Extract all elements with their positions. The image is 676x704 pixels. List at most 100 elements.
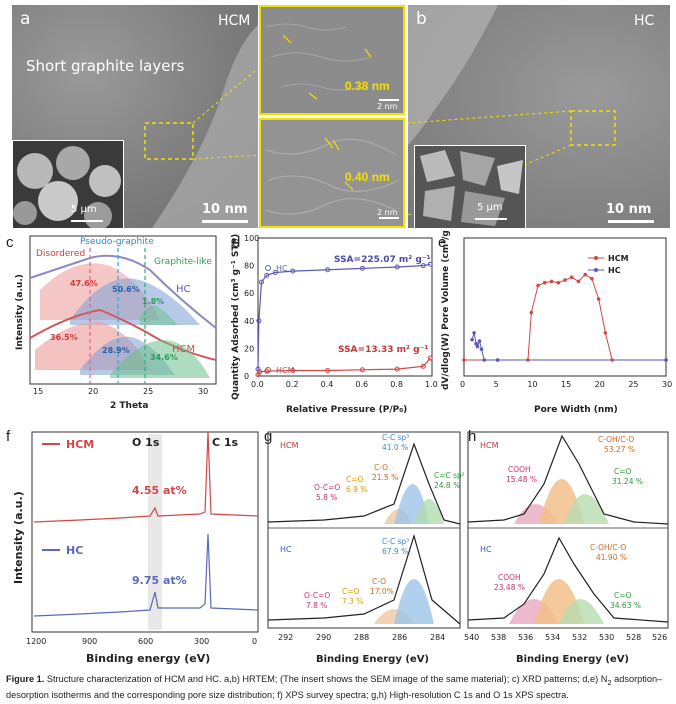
panel-b-image: b HC 5 µm 10 nm bbox=[408, 5, 670, 228]
panel-a-inset-scale: 5 µm bbox=[71, 204, 97, 215]
panel-e-point bbox=[470, 337, 474, 342]
panel-e-point bbox=[610, 358, 614, 362]
panel-d-point bbox=[394, 366, 400, 372]
panel-c-pseudo: Pseudo-graphite bbox=[80, 237, 154, 247]
panel-d-point bbox=[264, 368, 270, 374]
panel-g-xtick: 286 bbox=[392, 633, 407, 642]
panel-d-point bbox=[420, 263, 426, 269]
panel-h-hcm-co: C=O bbox=[614, 467, 632, 476]
panel-b-scale-label: 10 nm bbox=[606, 202, 652, 217]
caption-text: Structure characterization of HCM and HC… bbox=[46, 674, 608, 684]
zoom-top-spacing: 0.38 nm bbox=[345, 79, 390, 93]
panel-h-xtick: 526 bbox=[652, 633, 667, 642]
panel-g-hc-occ: O-C=O bbox=[304, 591, 330, 600]
panel-c-hc-p2: 50.6% bbox=[112, 285, 140, 294]
panel-h-hc-coh: C-OH/C-O bbox=[590, 543, 626, 552]
panel-c-hc-p3: 1.8% bbox=[142, 297, 164, 306]
panel-d-chart: 0 20 40 60 80 100 0.0 0.2 0.4 0.6 0.8 1.0 HC HCM SS… bbox=[231, 234, 438, 415]
panel-e-legend-hc-marker bbox=[594, 268, 598, 272]
caption-sub: 2 bbox=[607, 677, 612, 687]
panel-e-point bbox=[472, 331, 476, 335]
panel-f-xlabel: Binding energy (eV) bbox=[86, 652, 210, 665]
panel-f-xtick: 300 bbox=[194, 637, 209, 646]
panel-d-xtick: 1.0 bbox=[425, 380, 438, 389]
panel-e-hcm-line bbox=[464, 273, 666, 361]
panel-e-xtick: 25 bbox=[628, 380, 638, 389]
panel-d-point bbox=[272, 270, 278, 275]
panel-e-point bbox=[576, 279, 581, 284]
panel-h-xtick: 534 bbox=[545, 633, 560, 642]
panel-h-hcm-coh: C-OH/C-O bbox=[598, 435, 634, 444]
panel-e-point bbox=[477, 339, 482, 343]
panel-d-point bbox=[359, 367, 365, 373]
panel-h-xtick: 532 bbox=[572, 633, 587, 642]
panel-a-letter: a bbox=[20, 9, 31, 29]
panel-g-xtick: 284 bbox=[430, 633, 445, 642]
panel-e-legend-hcm-marker bbox=[594, 256, 598, 260]
panel-e-point bbox=[474, 341, 478, 346]
panel-e-point bbox=[590, 276, 594, 281]
panel-a-sample: HCM bbox=[218, 13, 251, 29]
panel-e-point bbox=[556, 280, 561, 285]
panel-e-point bbox=[479, 347, 484, 351]
panel-b-scalebar bbox=[608, 220, 654, 223]
panel-a-scalebar bbox=[202, 220, 248, 223]
panel-h-hcm-coh-v: 53.27 % bbox=[604, 445, 635, 454]
panel-f-xtick: 1200 bbox=[26, 637, 46, 646]
panel-d-ytick: 60 bbox=[244, 289, 254, 298]
panel-f-legend-hcm: HCM bbox=[66, 438, 94, 451]
panel-c-disordered: Disordered bbox=[36, 249, 85, 259]
panel-d-point bbox=[427, 355, 433, 361]
panel-e-xlabel: Pore Width (nm) bbox=[534, 405, 618, 415]
panel-f-ylabel: Intensity (a.u.) bbox=[12, 491, 25, 584]
panel-g-xtick: 290 bbox=[316, 633, 331, 642]
panel-g-hcm-occ-v: 5.8 % bbox=[316, 493, 337, 502]
panel-e-legend-hc: HC bbox=[608, 266, 621, 275]
panel-g-hc-co2-v: 7.3 % bbox=[342, 597, 363, 606]
panel-e-point bbox=[603, 331, 608, 335]
panel-d-point bbox=[258, 279, 264, 285]
panel-d-point bbox=[325, 367, 331, 373]
panel-g-hcm-co: C-O bbox=[374, 463, 388, 472]
panel-d-point bbox=[256, 318, 262, 324]
panel-g-xtick: 288 bbox=[354, 633, 369, 642]
panel-d-xlabel: Relative Pressure (P/P₀) bbox=[286, 405, 407, 415]
panel-d-point bbox=[290, 268, 296, 274]
panel-h-hc: HC bbox=[480, 545, 492, 554]
panel-c-hc-p1: 47.6% bbox=[70, 279, 98, 288]
panel-d-hc-line bbox=[257, 263, 431, 370]
panel-h-hcm: HCM bbox=[480, 441, 499, 450]
panel-e-point bbox=[482, 358, 486, 362]
panel-d-point bbox=[394, 264, 400, 270]
panel-c-xtick: 30 bbox=[198, 387, 208, 396]
panel-c-hcm-p2: 28.9% bbox=[102, 346, 130, 355]
panel-f-o1s: O 1s bbox=[132, 436, 160, 449]
caption-label: Figure 1. bbox=[6, 674, 45, 684]
panel-g-hc-occ-v: 7.8 % bbox=[306, 601, 327, 610]
panel-h-chart: HCM HC COOH 15.48 % C-OH/C-O 53.27 % C=O… bbox=[464, 431, 669, 665]
panel-h-hc-cooh: COOH bbox=[498, 573, 521, 582]
panel-f-xtick: 900 bbox=[82, 637, 97, 646]
panel-e-hc-line bbox=[471, 332, 666, 361]
panel-f-c1s: C 1s bbox=[212, 436, 239, 449]
panel-c-letter: c bbox=[6, 234, 14, 251]
panel-d-point bbox=[325, 267, 331, 273]
panel-e-point bbox=[462, 358, 466, 362]
panel-c-xlabel: 2 Theta bbox=[110, 401, 148, 411]
zoom-top-scale: 2 nm bbox=[377, 102, 398, 111]
panel-d-point bbox=[359, 265, 365, 271]
panel-f-chart: HCM HC O 1s C 1s 4.55 at% 9.75 at% 1200 … bbox=[12, 431, 259, 665]
panel-d-ylabel: Quantity Adsorbed (cm³ g⁻¹ STP) bbox=[231, 234, 241, 400]
panel-d-xtick: 0.2 bbox=[286, 380, 299, 389]
panel-e-ylabel: dV/dlog(W) Pore Volume (cm³/g) bbox=[441, 230, 451, 390]
panel-g-hcm-sp3: C-C sp³ bbox=[382, 433, 409, 442]
panel-h-letter: h bbox=[468, 428, 477, 445]
panel-b-letter: b bbox=[416, 9, 427, 29]
panel-e-xtick: 15 bbox=[561, 380, 571, 389]
panel-c-chart: 15 20 25 30 2 Theta Intensity (a.u.) Dis… bbox=[15, 235, 217, 411]
panel-c-hcm: HCM bbox=[172, 344, 195, 355]
panel-d-legend-hcm-marker bbox=[265, 367, 271, 373]
panel-e-point bbox=[475, 344, 480, 349]
panel-f-letter: f bbox=[6, 428, 11, 445]
panel-e-chart: 0 5 10 15 20 25 30 HCM HC Pore Width (nm) dV/d… bbox=[441, 230, 672, 415]
